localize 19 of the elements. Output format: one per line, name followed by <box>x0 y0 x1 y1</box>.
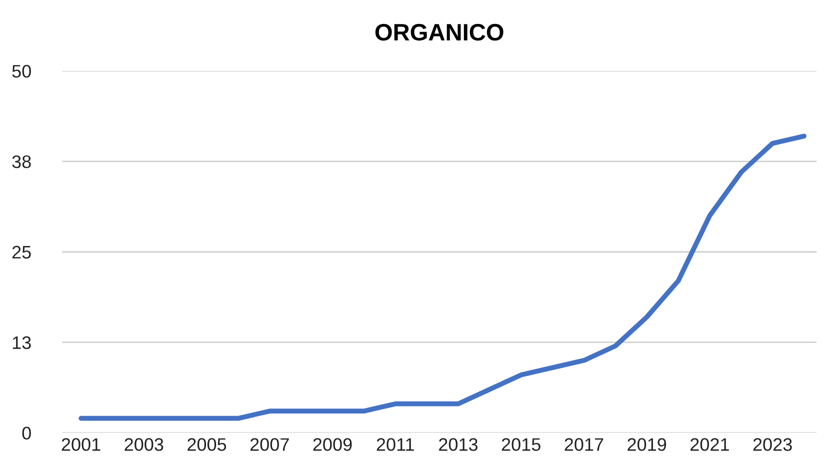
chart-title: ORGANICO <box>375 24 504 41</box>
x-tick-label: 2017 <box>564 438 604 451</box>
x-tick-label: 2003 <box>124 438 164 451</box>
y-tick-label: 0 <box>22 426 31 440</box>
x-tick-label: 2013 <box>439 438 478 451</box>
x-tick-label: 2011 <box>376 438 414 451</box>
x-tick-label: 2021 <box>690 438 729 451</box>
y-tick-label: 38 <box>12 155 31 168</box>
x-tick-label: 2001 <box>62 438 100 451</box>
x-tick-label: 2009 <box>313 438 352 451</box>
line-series <box>78 134 806 421</box>
y-tick-label: 13 <box>12 336 31 350</box>
x-tick-label: 2005 <box>188 438 226 451</box>
x-tick-label: 2015 <box>502 438 540 451</box>
x-tick-label: 2023 <box>753 438 792 451</box>
x-tick-label: 2007 <box>250 438 289 451</box>
y-tick-label: 50 <box>12 64 31 78</box>
y-tick-label: 25 <box>12 246 31 259</box>
x-tick-label: 2019 <box>628 438 666 451</box>
